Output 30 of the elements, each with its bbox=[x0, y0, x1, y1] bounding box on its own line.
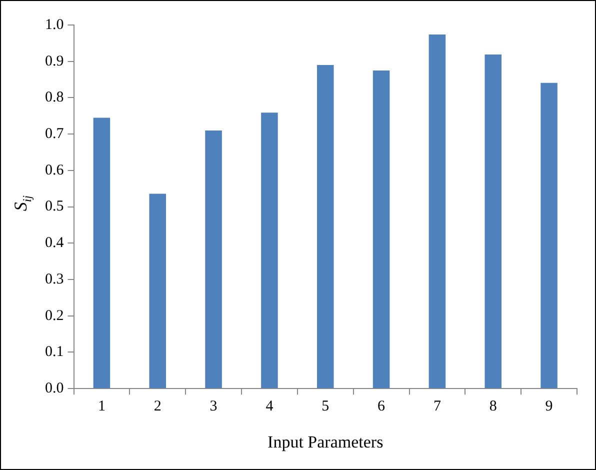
bar bbox=[205, 130, 222, 388]
y-tick-label: 0.6 bbox=[45, 162, 64, 178]
y-tick-label: 0.4 bbox=[45, 235, 64, 252]
y-tick-label: 0.3 bbox=[45, 271, 64, 288]
x-tick-label: 2 bbox=[154, 398, 162, 415]
y-tick-label: 1.0 bbox=[45, 16, 64, 33]
y-tick-label: 0.9 bbox=[45, 53, 64, 70]
y-tick-label: 0.5 bbox=[45, 198, 64, 215]
x-tick-label: 1 bbox=[98, 398, 106, 415]
bar bbox=[316, 64, 334, 388]
bar bbox=[484, 54, 502, 388]
bar bbox=[261, 112, 278, 388]
x-tick-label: 7 bbox=[433, 398, 442, 415]
bar bbox=[372, 70, 390, 388]
bar bbox=[540, 82, 558, 388]
y-tick-label: 0.7 bbox=[45, 126, 64, 142]
bar bbox=[93, 118, 110, 388]
x-tick-label: 6 bbox=[378, 398, 386, 415]
x-tick-label: 4 bbox=[266, 398, 274, 415]
bar bbox=[428, 34, 446, 388]
x-tick-label: 9 bbox=[545, 398, 553, 415]
y-tick-label: 0.0 bbox=[45, 380, 64, 397]
x-tick-label: 5 bbox=[322, 398, 330, 415]
x-tick-label: 8 bbox=[489, 398, 497, 415]
y-tick-label: 0.2 bbox=[45, 308, 64, 324]
y-tick-label: 0.8 bbox=[45, 90, 64, 106]
y-tick-label: 0.1 bbox=[45, 344, 64, 360]
bar bbox=[149, 194, 166, 388]
x-tick-label: 3 bbox=[210, 398, 218, 415]
x-axis-title: Input Parameters bbox=[268, 432, 384, 452]
